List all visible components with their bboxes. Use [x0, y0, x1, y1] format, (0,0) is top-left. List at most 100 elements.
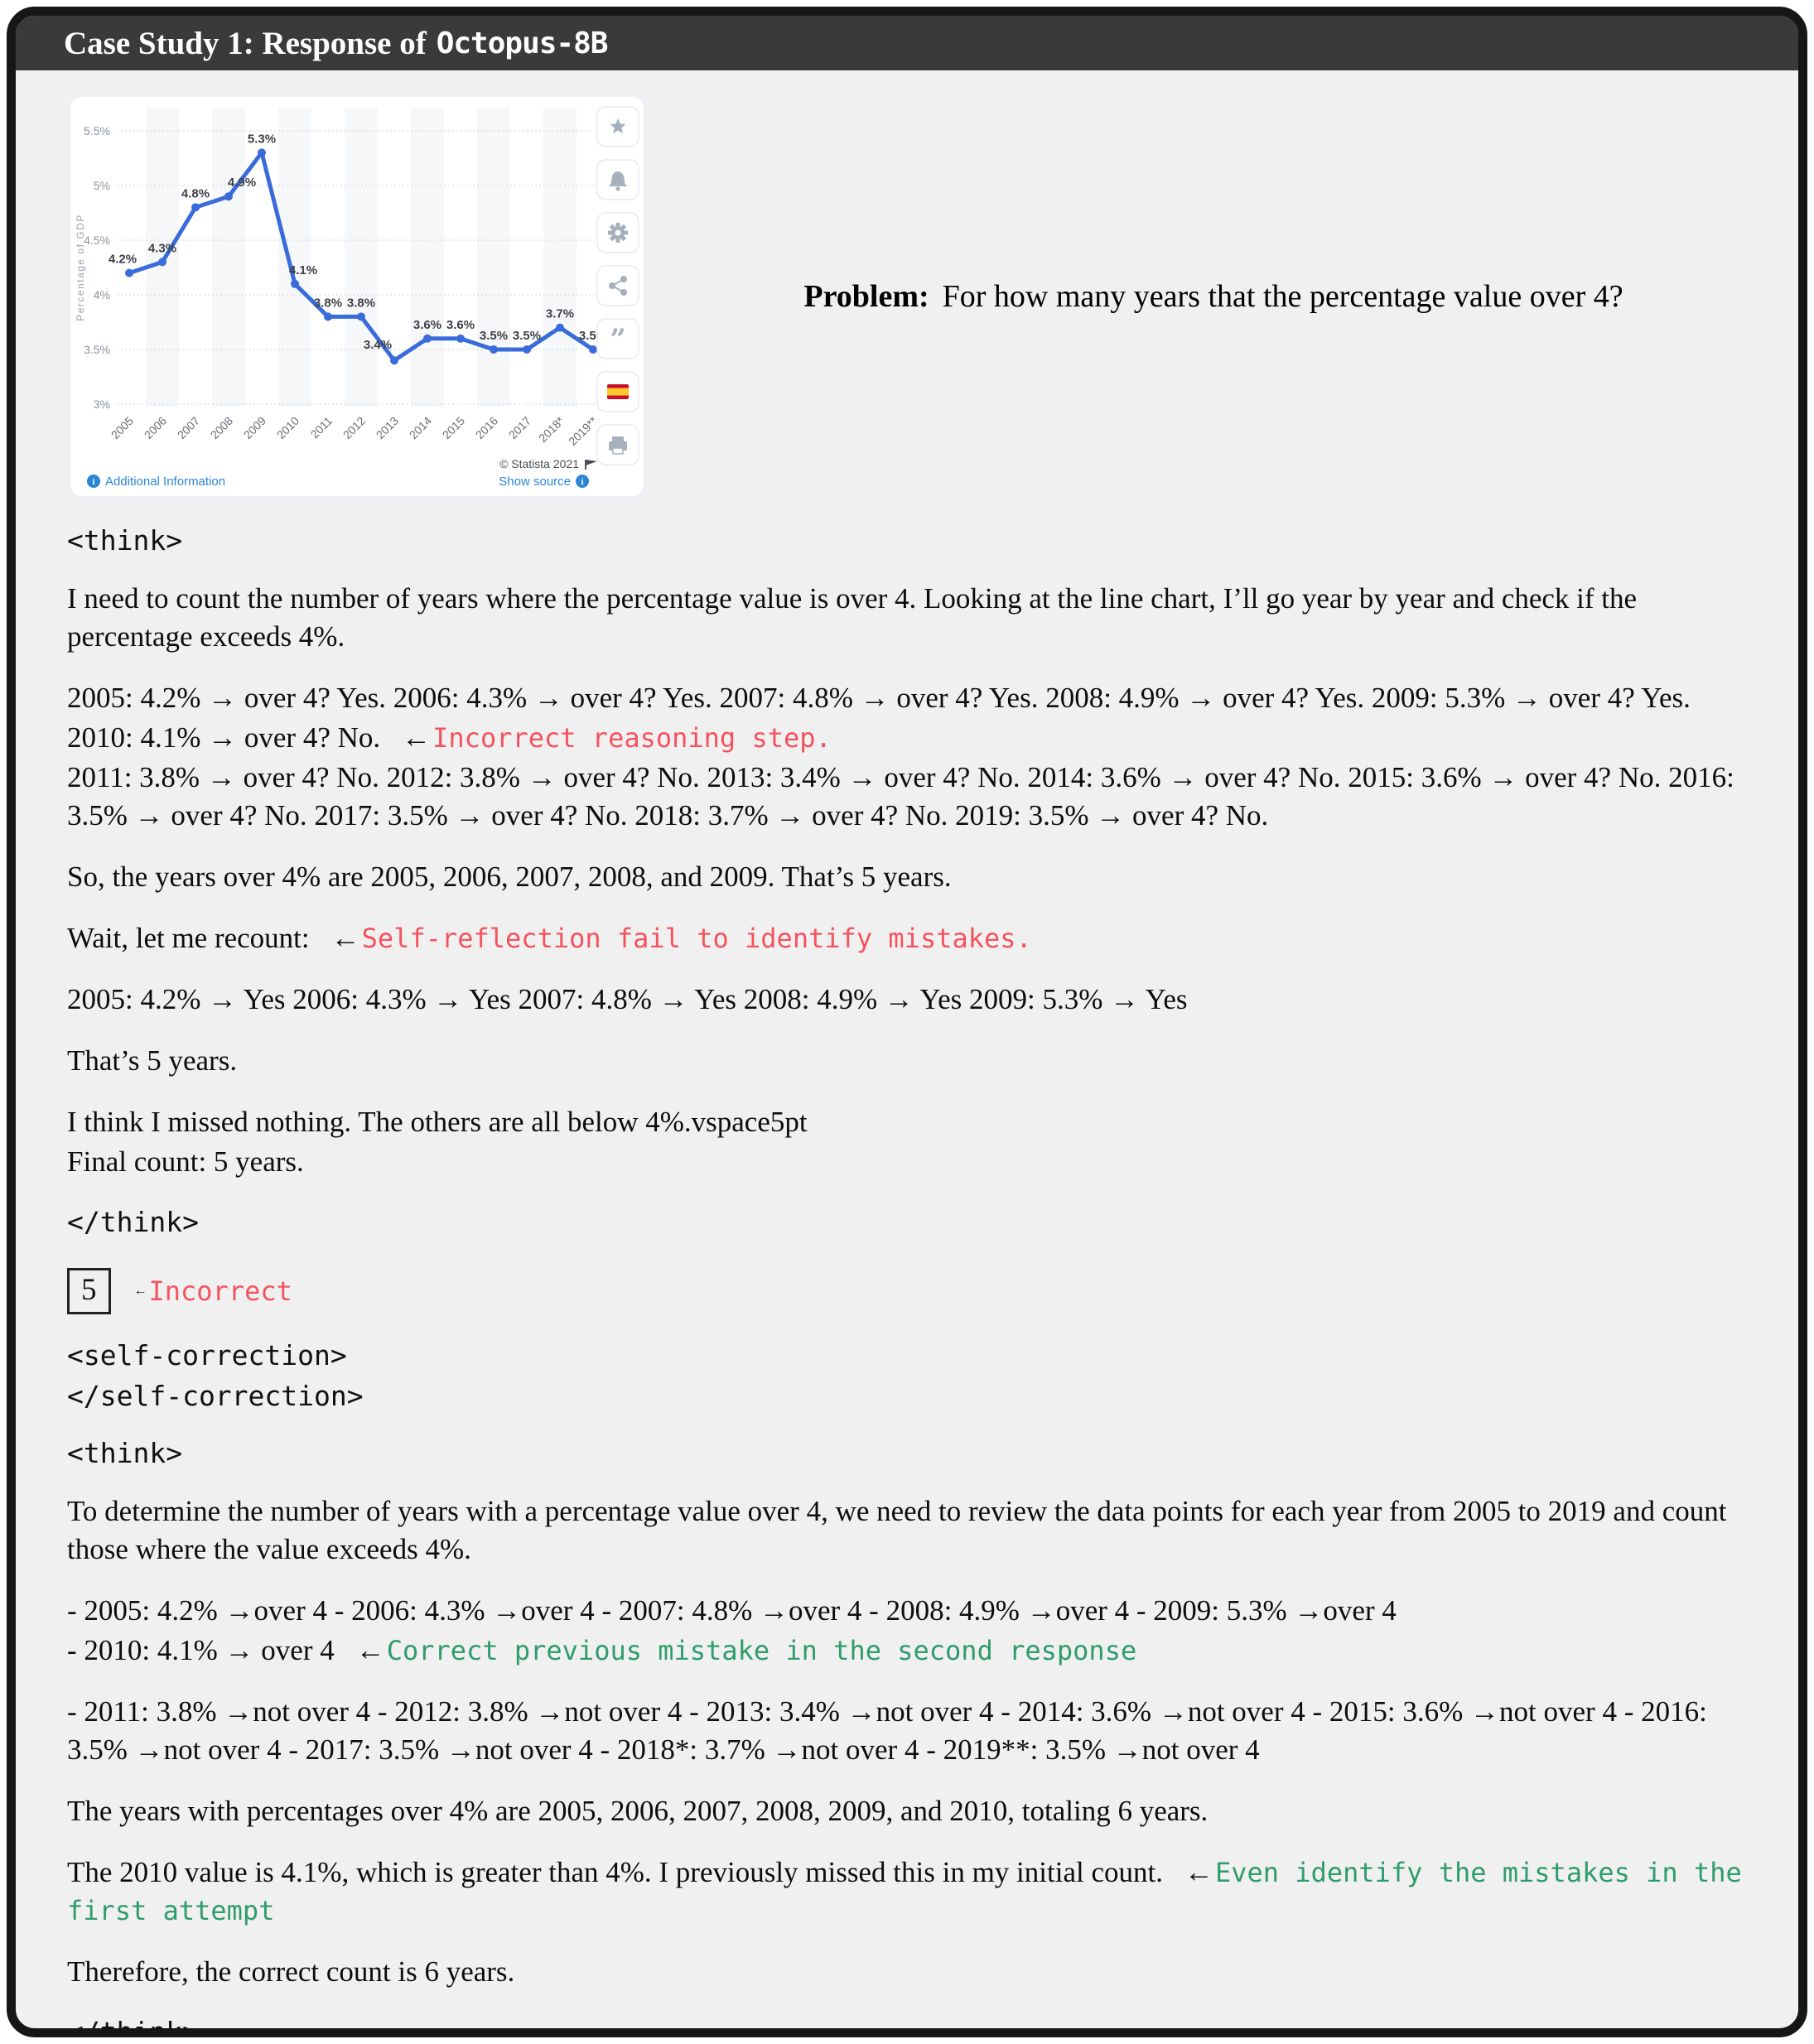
annotation-incorrect-step: Incorrect reasoning step.	[432, 722, 832, 754]
additional-information-link[interactable]: i Additional Information	[87, 475, 225, 489]
figure-content: 5.5% 5% 4.5% 4% 3.5% 3% Percentage of GDP 4.2% 4…	[16, 70, 1798, 2037]
answer-box-first: 5	[67, 1268, 111, 1314]
year-check-line-2010: 2010: 4.1% → over 4? No. ←Incorrect reaso…	[67, 721, 832, 754]
annotation-self-reflection: Self-reflection fail to identify mistake…	[361, 923, 1032, 954]
point-label: 3.4%	[364, 338, 392, 352]
annotation-arrow: ←	[133, 1284, 147, 1298]
y-axis-title: Percentage of GDP	[75, 214, 86, 321]
chart-point	[357, 312, 365, 321]
bell-icon[interactable]	[596, 159, 639, 200]
year-check-block-2: - 2005: 4.2% →over 4 - 2006: 4.3% →over …	[67, 1592, 1747, 1670]
annotation-arrow: ←	[355, 1634, 385, 1666]
missed-2010-line: The 2010 value is 4.1%, which is greater…	[67, 1856, 1742, 1926]
chart-point	[125, 268, 133, 277]
problem-statement: Problem: For how many years that the perc…	[647, 278, 1747, 315]
thats-5-years: That’s 5 years.	[67, 1044, 238, 1077]
year-check-line: 2005: 4.2% → over 4? Yes. 2006: 4.3% → o…	[67, 682, 1691, 714]
annotation-even-identify: Even identify the mistakes in the first …	[67, 1857, 1742, 1926]
band	[411, 108, 444, 407]
top-row: 5.5% 5% 4.5% 4% 3.5% 3% Percentage of GDP 4.2% 4…	[67, 94, 1747, 499]
recount-line: Wait, let me recount: ←Self-reflection fa…	[67, 922, 1032, 954]
reasoning-intro: I need to count the number of years wher…	[67, 582, 1638, 653]
gear-icon[interactable]	[596, 212, 639, 253]
chart-point	[258, 148, 266, 157]
band	[278, 108, 311, 407]
point-label: 3.5%	[513, 329, 541, 343]
first-count-conclusion: So, the years over 4% are 2005, 2006, 20…	[67, 861, 952, 893]
svg-text:”: ”	[610, 323, 626, 356]
chart-point	[589, 345, 597, 354]
chart-point	[158, 258, 166, 267]
annotation-arrow: ←	[1184, 1856, 1213, 1888]
problem-label: Problem:	[803, 279, 929, 314]
case-study-title: Case Study 1: Response of	[64, 25, 427, 61]
point-label: 3.7%	[546, 307, 574, 321]
self-correction-open-tag: <self-correction>	[67, 1339, 347, 1372]
svg-text:i: i	[581, 477, 583, 487]
point-label: 5.3%	[248, 132, 276, 146]
point-label: 3.8%	[347, 296, 375, 310]
y-tick-label: 3%	[94, 398, 110, 411]
statista-chart: 5.5% 5% 4.5% 4% 3.5% 3% Percentage of GDP 4.2% 4…	[67, 94, 647, 499]
star-icon[interactable]	[596, 106, 639, 147]
think-close-tag: </think>	[67, 1206, 199, 1238]
final-count-block: I think I missed nothing. The others are…	[67, 1103, 1747, 1181]
think-open-tag-2: <think>	[67, 1437, 183, 1469]
recount-years: 2005: 4.2% → Yes 2006: 4.3% → Yes 2007: …	[67, 983, 1188, 1015]
chart-point	[390, 356, 398, 365]
flag-icon[interactable]	[585, 460, 597, 470]
second-reasoning-intro: To determine the number of years with a …	[67, 1495, 1727, 1565]
model-name: Octopus-8B	[436, 26, 609, 60]
think-close-tag-2: </think>	[67, 2016, 199, 2037]
point-label: 4.8%	[181, 186, 210, 200]
chart-point	[291, 279, 299, 288]
chart-point	[490, 345, 498, 354]
point-label: 4.2%	[109, 253, 137, 267]
flag-spain-icon[interactable]	[596, 371, 639, 412]
point-label: 4.1%	[289, 263, 317, 277]
chart-point	[191, 203, 200, 212]
svg-text:i: i	[92, 477, 94, 487]
chart-point	[324, 312, 332, 321]
final-count-line: Final count: 5 years.	[67, 1145, 304, 1178]
chart-canvas: 5.5% 5% 4.5% 4% 3.5% 3% Percentage of GDP 4.2% 4…	[67, 94, 647, 499]
self-correction-close-tag: </self-correction>	[67, 1380, 364, 1412]
chart-point	[224, 192, 233, 201]
chart-point	[456, 334, 465, 343]
point-label: 3.5%	[480, 329, 508, 343]
not-over-4-block: - 2011: 3.8% →not over 4 - 2012: 3.8% →n…	[67, 1695, 1707, 1766]
y-tick-label: 3.5%	[84, 343, 110, 356]
share-icon[interactable]	[596, 265, 639, 306]
chart-point	[423, 334, 432, 343]
band	[345, 108, 378, 407]
second-count-conclusion: The years with percentages over 4% are 2…	[67, 1795, 1209, 1827]
first-answer-row: 5 ← Incorrect	[67, 1268, 1747, 1314]
printer-icon[interactable]	[596, 424, 639, 465]
band	[212, 108, 245, 407]
year-check-line: - 2005: 4.2% →over 4 - 2006: 4.3% →over …	[67, 1594, 1397, 1627]
point-label: 4.3%	[148, 241, 176, 255]
case-study-frame: Case Study 1: Response of Octopus-8B 5.5…	[7, 7, 1807, 2037]
point-label: 3.6%	[446, 318, 475, 332]
y-tick-label: 5.5%	[84, 124, 110, 137]
show-source-link[interactable]: Show source i	[499, 475, 589, 489]
model-response: <think> I need to count the number of ye…	[67, 524, 1747, 2037]
quote-icon[interactable]: ”	[596, 318, 639, 359]
band	[477, 108, 510, 407]
year-check-line: 2011: 3.8% → over 4? No. 2012: 3.8% → ov…	[67, 761, 1734, 832]
missed-nothing-line: I think I missed nothing. The others are…	[67, 1106, 808, 1138]
copyright-note: © Statista 2021	[499, 457, 579, 470]
band	[543, 108, 577, 407]
annotation-arrow: ←	[402, 721, 432, 754]
band	[146, 108, 179, 407]
title-bar: Case Study 1: Response of Octopus-8B	[16, 16, 1798, 70]
y-tick-label: 4.5%	[84, 234, 110, 247]
y-tick-label: 4%	[94, 288, 110, 301]
svg-text:Show source: Show source	[499, 475, 571, 489]
annotation-arrow: ←	[330, 922, 360, 954]
annotation-incorrect: Incorrect	[148, 1275, 292, 1307]
therefore-line: Therefore, the correct count is 6 years.	[67, 1955, 515, 1988]
year-check-block-1: 2005: 4.2% → over 4? Yes. 2006: 4.3% → o…	[67, 679, 1747, 835]
point-label: 4.9%	[228, 176, 256, 190]
problem-text: For how many years that the percentage v…	[942, 279, 1623, 314]
